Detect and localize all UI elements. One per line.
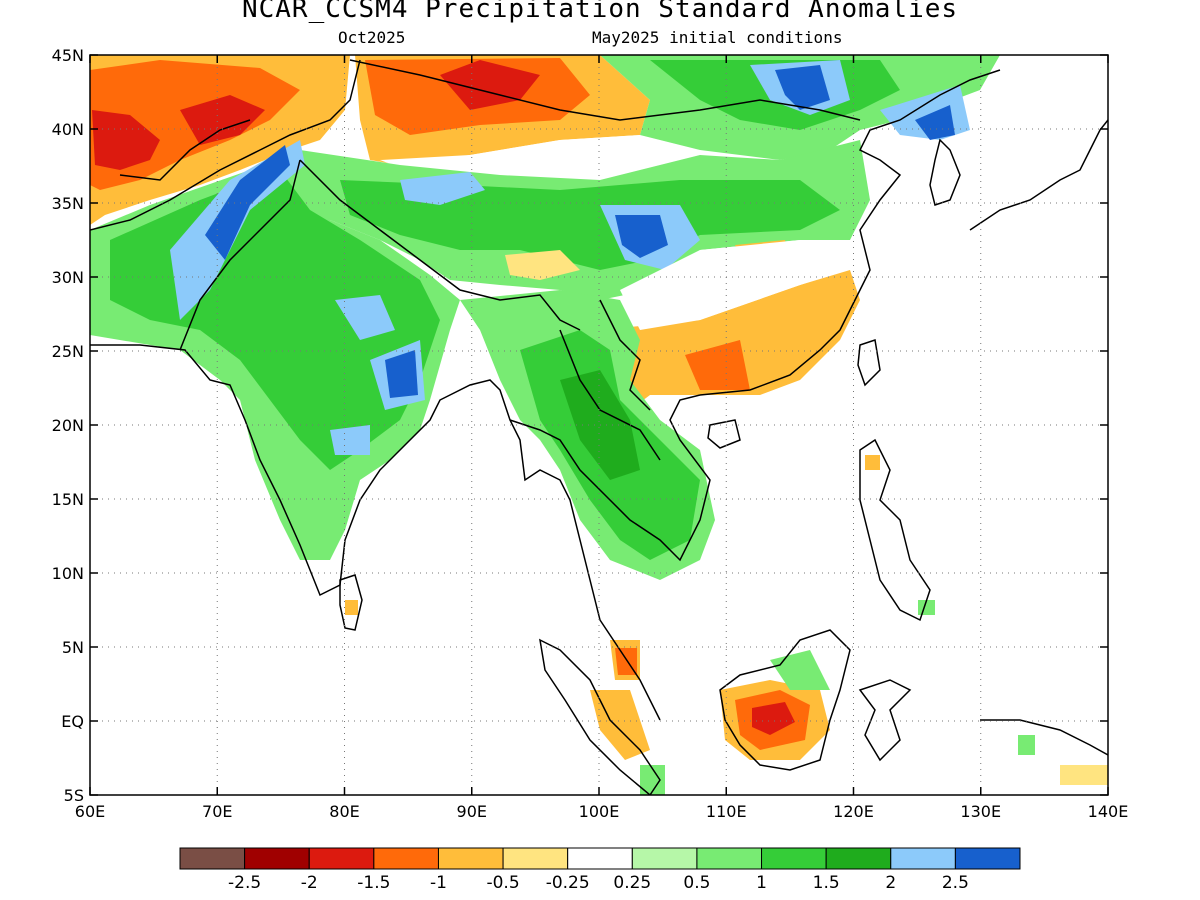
anomaly-region-dry [600, 270, 860, 410]
map-title: NCAR_CCSM4 Precipitation Standard Anomal… [241, 0, 959, 24]
colorbar-swatch [825, 847, 892, 870]
coastline-india [90, 344, 661, 721]
colorbar-swatch [308, 847, 375, 870]
border-line [119, 119, 251, 181]
anomaly-region-dry [345, 600, 358, 615]
colorbar-swatch [954, 847, 1021, 870]
colorbar-label: 2 [885, 873, 896, 893]
colorbar-swatch [244, 847, 310, 870]
colorbar-label: -2 [301, 873, 318, 893]
anomaly-region-dry [180, 95, 265, 145]
colorbar-label: 1 [756, 873, 767, 893]
colorbar-label: 1.5 [813, 873, 840, 893]
anomaly-region-wet [770, 650, 830, 690]
colorbar-swatch [567, 847, 633, 870]
colorbar-label: -1.5 [357, 873, 390, 893]
coastline-borneo [719, 629, 851, 771]
coastline-taiwan [857, 339, 881, 387]
border-line [349, 59, 861, 121]
anomaly-region-dry [752, 702, 795, 735]
colorbar-swatch [890, 847, 956, 870]
anomaly-shading-layer [90, 55, 1108, 795]
colorbar-swatch [373, 847, 439, 870]
lon-tick-label: 60E [75, 802, 105, 821]
lat-tick-label: 25N [52, 342, 84, 361]
initial-conditions-label: May2025 initial conditions [592, 28, 843, 47]
colorbar: -2.5 -2 -1.5 -1 -0.5 -0.25 0.25 0.5 1 1.5 2 2.5 [179, 847, 1021, 893]
forecast-month-label: Oct2025 [338, 28, 406, 47]
anomaly-region-dry [440, 60, 540, 110]
coastline-hainan [707, 419, 741, 449]
coastlines [90, 59, 1108, 795]
lat-tick-label: 30N [52, 268, 84, 287]
coastline-new-guinea [980, 719, 1108, 756]
anomaly-region-neutral [380, 135, 650, 180]
anomaly-region-wet [1018, 735, 1035, 755]
anomaly-region-wet [205, 145, 290, 260]
anomaly-region-wet [400, 172, 485, 205]
lat-tick-label: 5N [62, 638, 84, 657]
anomaly-region-dry [685, 340, 750, 390]
anomaly-region-dry [865, 455, 880, 470]
lat-tick-label: 40N [52, 120, 84, 139]
lon-tick-label: 80E [329, 802, 359, 821]
border-line [299, 159, 581, 331]
coastline-indochina [509, 394, 711, 562]
coastline-sumatra [539, 638, 661, 795]
colorbar-label: -1 [430, 873, 447, 893]
lon-tick-label: 110E [706, 802, 747, 821]
lat-tick-label: 5S [64, 786, 84, 805]
anomaly-region-wet [385, 350, 418, 398]
lon-tick-label: 130E [960, 802, 1001, 821]
anomaly-region-dry [92, 110, 160, 170]
anomaly-region-dry [505, 250, 580, 280]
lon-tick-label: 90E [457, 802, 487, 821]
lon-tick-label: 120E [833, 802, 874, 821]
colorbar-swatch [179, 847, 246, 870]
anomaly-region-dry [1060, 765, 1108, 785]
colorbar-swatch [437, 847, 504, 870]
anomaly-region-dry [590, 690, 650, 760]
colorbar-swatch [502, 847, 569, 870]
lat-tick-label: EQ [61, 712, 84, 731]
colorbar-label: 2.5 [942, 873, 969, 893]
lon-tick-label: 70E [202, 802, 232, 821]
lat-tick-label: 45N [52, 46, 84, 65]
lat-tick-label: 15N [52, 490, 84, 509]
anomaly-region-neutral [620, 240, 850, 330]
coastline-japan [969, 119, 1108, 231]
coastline-china [699, 69, 1001, 396]
border-line [599, 299, 651, 411]
border-line [179, 159, 301, 351]
lon-tick-label: 140E [1088, 802, 1129, 821]
coastline-philippines [859, 438, 931, 622]
border-line [559, 329, 661, 461]
coastline-sulawesi [858, 679, 912, 762]
colorbar-label: 0.25 [613, 873, 651, 893]
colorbar-swatch [696, 847, 763, 870]
colorbar-label: -2.5 [228, 873, 261, 893]
colorbar-label: -0.5 [486, 873, 519, 893]
border-line [90, 59, 361, 231]
coastline-korea [929, 138, 961, 206]
colorbar-label: -0.25 [546, 873, 590, 893]
colorbar-swatch [761, 847, 827, 870]
anomaly-region-wet [335, 295, 395, 340]
anomaly-region-wet [775, 65, 830, 110]
anomaly-region-wet [330, 425, 370, 455]
lat-tick-label: 20N [52, 416, 84, 435]
coastline-sri-lanka [339, 574, 363, 631]
colorbar-swatch [631, 847, 698, 870]
colorbar-label: 0.5 [683, 873, 710, 893]
lon-tick-label: 100E [579, 802, 620, 821]
anomaly-region-wet [640, 765, 665, 795]
anomaly-region-wet [615, 215, 668, 258]
anomaly-region-wet [915, 105, 955, 140]
lat-tick-label: 10N [52, 564, 84, 583]
lat-tick-label: 35N [52, 194, 84, 213]
